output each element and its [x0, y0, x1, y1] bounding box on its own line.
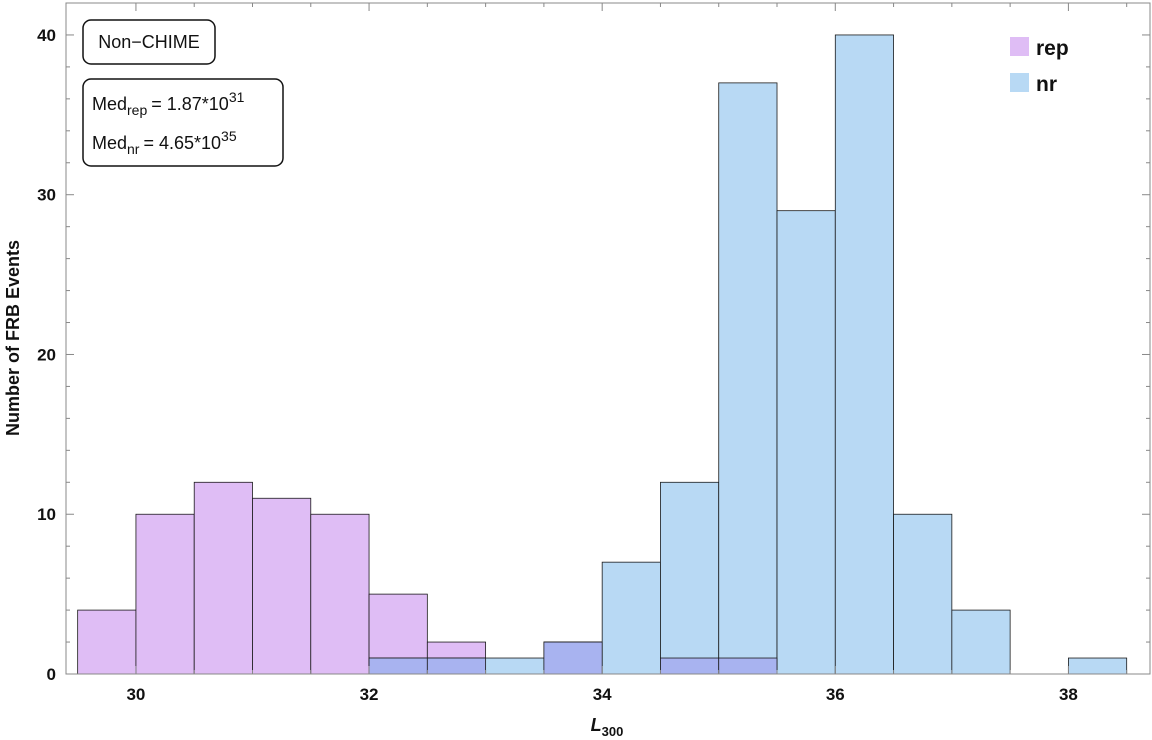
y-tick-label: 30: [37, 186, 56, 205]
median-nr-subscript: nr: [127, 141, 140, 157]
ticks-layer: 30 32 34 36 38 0 10 20 30 40: [37, 2, 1150, 704]
x-tick-label: 36: [826, 685, 845, 704]
bar-rep-31: [252, 497, 312, 675]
legend: rep nr: [1010, 37, 1069, 96]
bar-overlap-33.5: [543, 641, 603, 675]
legend-label-rep: rep: [1036, 37, 1069, 60]
x-tick-label: 34: [593, 685, 612, 704]
x-axis-label: L300: [591, 715, 624, 739]
y-tick-label: 0: [47, 665, 56, 684]
dataset-label-box: Non−CHIME: [82, 19, 216, 65]
bar-nr-35: [718, 82, 778, 675]
bar-rep-30.5: [193, 481, 253, 675]
median-rep-subscript: rep: [127, 102, 147, 118]
bar-overlap-32.5: [426, 657, 487, 675]
legend-swatch-rep: [1010, 37, 1029, 56]
bar-nr-34: [601, 561, 661, 675]
x-tick-label: 32: [360, 685, 379, 704]
bar-overlap-35: [718, 657, 778, 675]
x-axis-label-subscript: 300: [602, 724, 624, 739]
bar-nr-37: [951, 609, 1011, 675]
bar-nr-34.5: [660, 481, 720, 675]
bar-nr-36.5: [893, 513, 953, 675]
median-box-frame: [82, 78, 284, 167]
x-tick-label: 30: [126, 685, 145, 704]
bar-rep-31.5: [310, 513, 370, 675]
y-tick-label: 40: [37, 26, 56, 45]
legend-item-nr: nr: [1010, 73, 1057, 96]
bars-layer: [77, 34, 1128, 675]
median-rep-text: Medrep = 1.87*1031: [92, 89, 245, 118]
bar-nr-38: [1068, 657, 1128, 675]
dataset-label-frame: [82, 19, 216, 65]
x-axis-label-main: L: [591, 715, 602, 735]
bar-nr-36: [834, 34, 894, 675]
bar-rep-30: [135, 513, 195, 675]
median-nr-exponent: 35: [221, 128, 237, 144]
legend-label-nr: nr: [1036, 73, 1057, 96]
median-nr-prefix: Med: [92, 133, 127, 153]
dataset-label-text: Non−CHIME: [98, 32, 200, 52]
median-box: Medrep = 1.87*1031 Mednr = 4.65*1035: [82, 78, 284, 167]
y-tick-label: 10: [37, 505, 56, 524]
legend-swatch-nr: [1010, 73, 1029, 92]
y-axis-label: Number of FRB Events: [3, 240, 23, 436]
bar-nr-33: [485, 657, 545, 675]
median-rep-value: = 1.87*10: [151, 94, 229, 114]
bar-nr-35.5: [776, 210, 836, 675]
median-rep-exponent: 31: [229, 89, 245, 105]
bar-overlap-34.5: [660, 657, 720, 675]
legend-item-rep: rep: [1010, 37, 1069, 60]
x-tick-label: 38: [1059, 685, 1078, 704]
bar-overlap-32: [368, 657, 428, 675]
median-nr-text: Mednr = 4.65*1035: [92, 128, 237, 157]
median-nr-value: = 4.65*10: [143, 133, 221, 153]
plot-frame: [65, 2, 1151, 675]
bar-rep-29.5: [77, 609, 137, 675]
median-rep-prefix: Med: [92, 94, 127, 114]
y-tick-label: 20: [37, 345, 56, 364]
